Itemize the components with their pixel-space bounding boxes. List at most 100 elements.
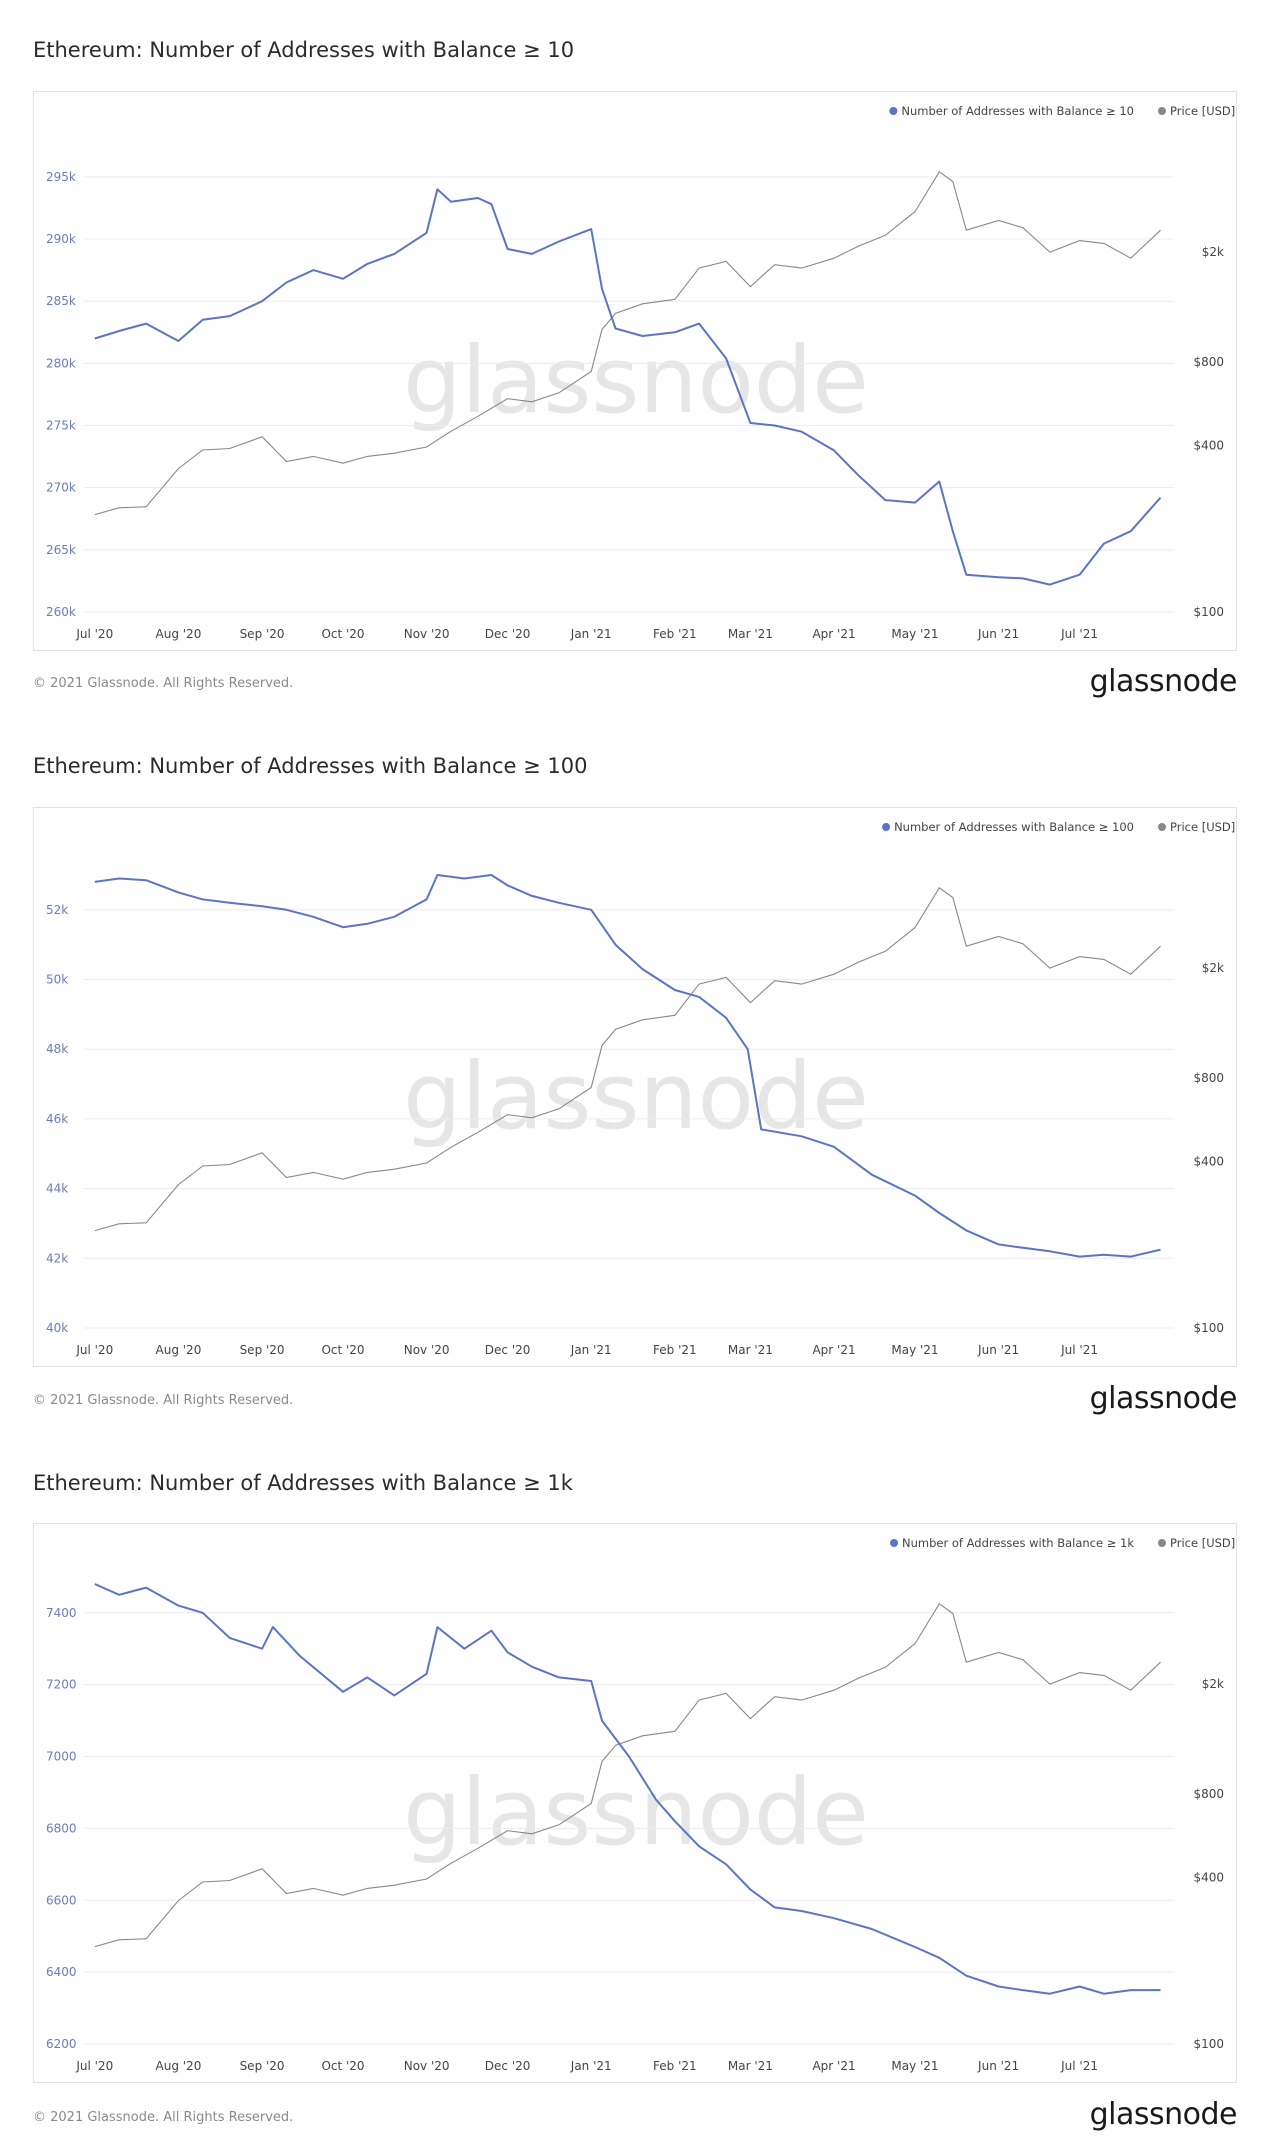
legend-series-label: Number of Addresses with Balance ≥ 10 <box>901 104 1134 118</box>
line-chart: glassnode 40k 42k 44k 46k 48k 50k 52k $100 $400 $8… <box>46 820 1235 1357</box>
x-tick-label: Sep '20 <box>240 2059 285 2073</box>
x-tick-label: Jul '21 <box>1060 1343 1098 1357</box>
x-tick-label: Mar '21 <box>728 1343 773 1357</box>
x-tick-label: Jul '20 <box>75 1343 113 1357</box>
x-tick-label: Apr '21 <box>812 627 855 641</box>
legend-series-marker <box>882 823 891 831</box>
y-right-tick-label: $2k <box>1202 961 1224 975</box>
y-tick-label: 6200 <box>46 2037 77 2051</box>
x-tick-label: Jun '21 <box>977 627 1019 641</box>
legend: Price [USD] Number of Addresses with Bala… <box>890 1536 1235 1550</box>
line-chart: glassnode 6200 6400 6600 6800 7000 7200 7400 $10… <box>46 1536 1235 2073</box>
x-tick-label: Aug '20 <box>156 1343 202 1357</box>
y-tick-label: 285k <box>46 294 76 308</box>
legend-price-marker <box>1158 1539 1166 1547</box>
legend-series-marker <box>890 1539 899 1547</box>
x-tick-label: Aug '20 <box>156 2059 202 2073</box>
x-tick-label: Mar '21 <box>728 627 773 641</box>
y-right-tick-label: $2k <box>1202 1677 1224 1691</box>
copyright-text: © 2021 Glassnode. All Rights Reserved. <box>33 2110 294 2125</box>
y-tick-label: 6600 <box>46 1893 77 1907</box>
x-tick-label: Dec '20 <box>485 2059 531 2073</box>
copyright-text: © 2021 Glassnode. All Rights Reserved. <box>33 1393 294 1408</box>
y-right-tick-label: $800 <box>1193 355 1224 369</box>
y-tick-label: 42k <box>46 1251 68 1265</box>
y-tick-label: 290k <box>46 232 76 246</box>
x-tick-label: Oct '20 <box>321 627 364 641</box>
watermark-text: glassnode <box>403 1759 869 1866</box>
y-right-tick-label: $400 <box>1193 1154 1224 1168</box>
x-tick-label: Mar '21 <box>728 2059 773 2073</box>
addresses-series-line <box>94 874 1161 1258</box>
x-tick-label: Oct '20 <box>321 1343 364 1357</box>
y-tick-label: 280k <box>46 356 76 370</box>
y-tick-label: 52k <box>46 903 68 917</box>
y-right-tick-label: $400 <box>1193 1870 1224 1884</box>
y-tick-label: 7200 <box>46 1678 77 1692</box>
y-tick-label: 6800 <box>46 1821 77 1835</box>
x-tick-label: Apr '21 <box>812 1343 855 1357</box>
y-tick-label: 50k <box>46 973 68 987</box>
legend-price-marker <box>1158 823 1166 831</box>
y-tick-label: 44k <box>46 1182 68 1196</box>
y-tick-label: 48k <box>46 1042 68 1056</box>
x-tick-label: Aug '20 <box>156 627 202 641</box>
y-tick-label: 295k <box>46 170 76 184</box>
chart-area: glassnode 6200 6400 6600 6800 7000 7200 7400 $10… <box>33 1523 1237 2083</box>
x-tick-label: May '21 <box>891 2059 938 2073</box>
chart-area: glassnode 40k 42k 44k 46k 48k 50k 52k $100 $400 $8… <box>33 807 1237 1367</box>
y-right-tick-label: $400 <box>1193 438 1224 452</box>
x-tick-label: Apr '21 <box>812 2059 855 2073</box>
y-right-tick-label: $2k <box>1202 245 1224 259</box>
glassnode-logo: glassnode <box>1089 664 1238 699</box>
y-tick-label: 40k <box>46 1321 68 1335</box>
x-tick-label: Nov '20 <box>404 1343 450 1357</box>
y-tick-label: 260k <box>46 605 76 619</box>
glassnode-logo: glassnode <box>1089 2097 1238 2132</box>
x-tick-label: Jul '20 <box>75 2059 113 2073</box>
y-right-tick-label: $800 <box>1193 1071 1224 1085</box>
x-tick-label: May '21 <box>891 627 938 641</box>
chart-title: Ethereum: Number of Addresses with Balan… <box>33 1471 573 1495</box>
legend-price-label: Price [USD] <box>1170 820 1235 834</box>
line-chart: glassnode 260k 265k 270k 275k 280k 285k 290k 295… <box>46 104 1235 641</box>
x-tick-label: May '21 <box>891 1343 938 1357</box>
x-tick-label: Oct '20 <box>321 2059 364 2073</box>
x-tick-label: Jun '21 <box>977 1343 1019 1357</box>
legend-series-label: Number of Addresses with Balance ≥ 1k <box>902 1536 1134 1550</box>
price-series-line <box>94 171 1161 516</box>
addresses-series-line <box>94 188 1162 586</box>
y-right-tick-label: $800 <box>1193 1787 1224 1801</box>
y-tick-label: 270k <box>46 481 76 495</box>
x-tick-label: Jun '21 <box>977 2059 1019 2073</box>
chart-title: Ethereum: Number of Addresses with Balan… <box>33 38 575 62</box>
x-tick-label: Feb '21 <box>653 1343 697 1357</box>
y-tick-label: 6400 <box>46 1965 77 1979</box>
y-right-tick-label: $100 <box>1193 1321 1224 1335</box>
y-tick-label: 46k <box>46 1112 68 1126</box>
chart-title: Ethereum: Number of Addresses with Balan… <box>33 754 588 778</box>
copyright-text: © 2021 Glassnode. All Rights Reserved. <box>33 676 294 691</box>
x-tick-label: Jul '20 <box>75 627 113 641</box>
x-tick-label: Feb '21 <box>653 627 697 641</box>
x-tick-label: Jan '21 <box>570 627 612 641</box>
price-series-line <box>94 887 1161 1232</box>
y-right-tick-label: $100 <box>1193 605 1224 619</box>
legend-price-label: Price [USD] <box>1170 104 1235 118</box>
x-tick-label: Jul '21 <box>1060 627 1098 641</box>
watermark-text: glassnode <box>403 1043 869 1150</box>
legend-series-marker <box>889 107 898 115</box>
watermark-text: glassnode <box>403 327 869 434</box>
x-tick-label: Feb '21 <box>653 2059 697 2073</box>
legend: Price [USD] Number of Addresses with Bala… <box>882 820 1235 834</box>
x-tick-label: Nov '20 <box>404 627 450 641</box>
y-tick-label: 275k <box>46 419 76 433</box>
y-right-tick-label: $100 <box>1193 2037 1224 2051</box>
y-tick-label: 7000 <box>46 1750 77 1764</box>
x-tick-label: Dec '20 <box>485 627 531 641</box>
y-tick-label: 265k <box>46 543 76 557</box>
x-tick-label: Jan '21 <box>570 1343 612 1357</box>
x-tick-label: Sep '20 <box>240 1343 285 1357</box>
x-tick-label: Jan '21 <box>570 2059 612 2073</box>
addresses-series-line <box>94 1583 1161 1995</box>
